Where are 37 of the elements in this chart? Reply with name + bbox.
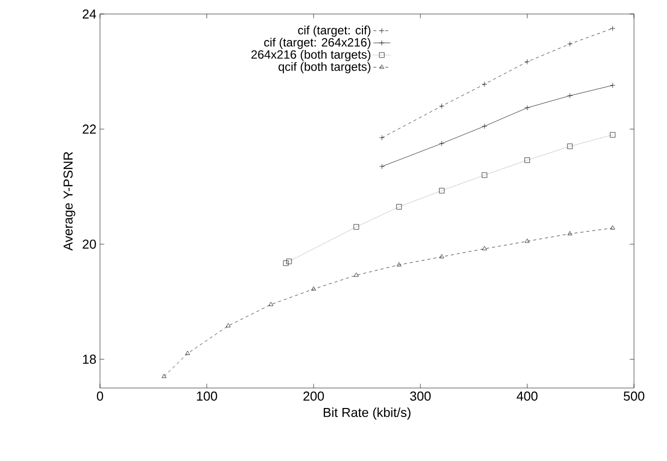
- y-tick-label: 24: [82, 9, 96, 19]
- point: [439, 188, 444, 194]
- x-tick-label: 0: [96, 392, 104, 401]
- x-tick-label: 300: [410, 392, 431, 401]
- legend-label: cif (target: 264x216): [264, 38, 370, 49]
- point: [482, 246, 487, 250]
- point: [162, 374, 166, 378]
- point: [286, 258, 292, 264]
- point: [567, 144, 573, 150]
- point: [354, 272, 359, 277]
- point: [439, 254, 444, 258]
- point: [185, 350, 190, 355]
- point: [482, 172, 488, 178]
- point: [568, 231, 572, 236]
- legend-label: cif (target: cif): [298, 26, 370, 37]
- point: [396, 204, 402, 210]
- point: [610, 225, 615, 230]
- point: [311, 286, 316, 290]
- legend-label: 264x216 (both targets): [251, 50, 370, 62]
- point: [524, 238, 530, 243]
- y-axis-title: Average Y-PSNR: [64, 152, 76, 251]
- point: [268, 302, 274, 306]
- point: [396, 262, 402, 266]
- point: [283, 260, 289, 266]
- x-tick-label: 500: [624, 392, 644, 401]
- x-tick-label: 400: [516, 392, 538, 401]
- x-tick-label: 100: [196, 392, 218, 401]
- point: [524, 157, 530, 163]
- x-tick-label: 200: [303, 392, 324, 401]
- legend-label: qcif (both targets): [278, 62, 370, 74]
- point: [226, 323, 231, 328]
- point: [354, 224, 360, 230]
- y-tick-label: 18: [83, 354, 96, 364]
- x-axis-title: Bit Rate (kbit/s): [324, 408, 410, 420]
- point: [610, 132, 616, 138]
- y-tick-label: 20: [82, 240, 96, 249]
- y-tick-label: 22: [82, 124, 96, 134]
